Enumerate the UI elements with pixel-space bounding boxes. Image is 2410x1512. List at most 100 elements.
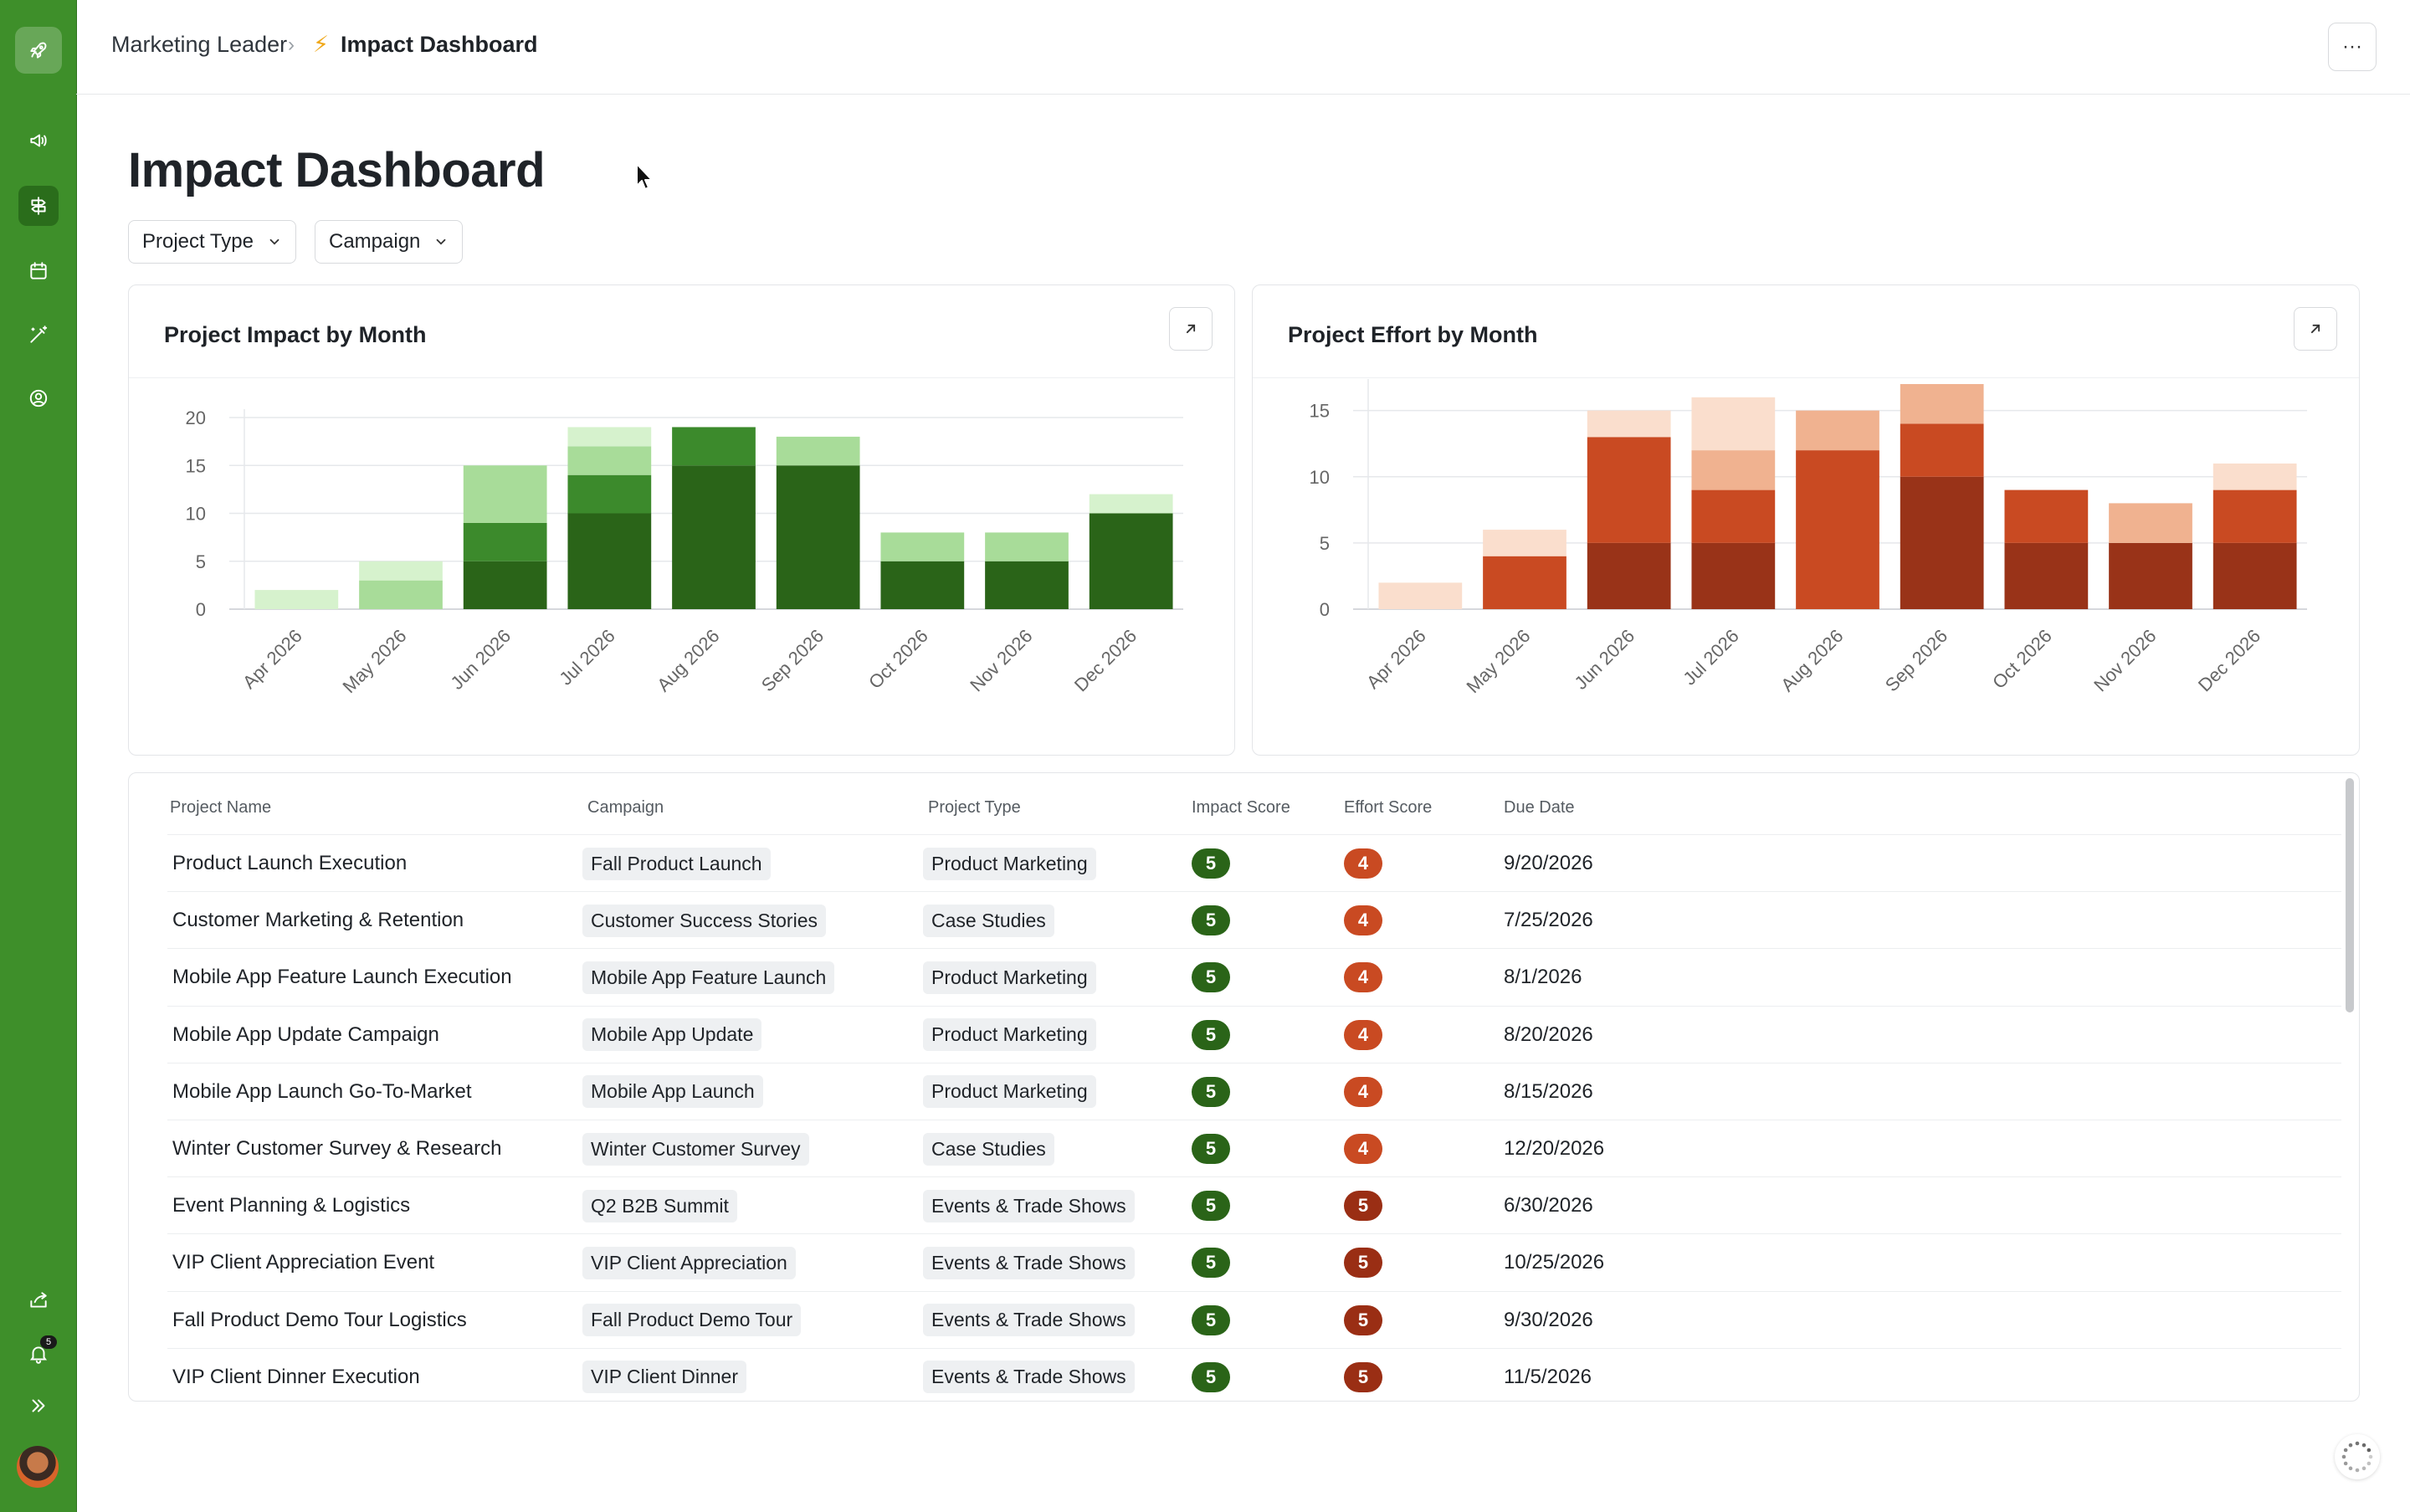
campaign-cell: Mobile App Launch bbox=[582, 1064, 763, 1120]
bar-segment[interactable] bbox=[880, 561, 965, 609]
bell-icon[interactable]: 5 bbox=[18, 1334, 59, 1374]
more-options-button[interactable]: ··· bbox=[2328, 23, 2377, 71]
breadcrumb-parent[interactable]: Marketing Leader bbox=[111, 32, 288, 57]
calendar-icon[interactable] bbox=[18, 251, 59, 291]
table-row[interactable]: Winter Customer Survey & Research Winter … bbox=[167, 1120, 2341, 1177]
table-row[interactable]: Event Planning & Logistics Q2 B2B Summit E… bbox=[167, 1176, 2341, 1234]
campaign-cell: Customer Success Stories bbox=[582, 892, 826, 949]
table-row[interactable]: Fall Product Demo Tour Logistics Fall Pro… bbox=[167, 1290, 2341, 1349]
bar-segment[interactable] bbox=[2213, 463, 2297, 490]
bar-segment[interactable] bbox=[1900, 423, 1984, 477]
effort-score-cell: 4 bbox=[1344, 835, 1382, 892]
header-impact-score[interactable]: Impact Score bbox=[1192, 798, 1290, 817]
campaign-tag: Mobile App Feature Launch bbox=[582, 961, 835, 994]
table-row[interactable]: VIP Client Dinner Execution VIP Client Di… bbox=[167, 1347, 2341, 1406]
bar-segment[interactable] bbox=[1900, 384, 1984, 424]
impact-score-badge: 5 bbox=[1192, 848, 1230, 879]
bar-segment[interactable] bbox=[985, 532, 1069, 561]
table-scrollbar[interactable] bbox=[2346, 778, 2354, 1012]
spinner-dot bbox=[2343, 1448, 2348, 1453]
bar-segment[interactable] bbox=[567, 474, 652, 514]
bar-segment[interactable] bbox=[1691, 450, 1776, 490]
bar-segment[interactable] bbox=[1691, 542, 1776, 609]
bar-segment[interactable] bbox=[463, 465, 547, 523]
table-row[interactable]: Customer Marketing & Retention Customer S… bbox=[167, 891, 2341, 949]
bar-segment[interactable] bbox=[463, 522, 547, 561]
header-effort-score[interactable]: Effort Score bbox=[1344, 798, 1433, 817]
bar-segment[interactable] bbox=[1483, 530, 1566, 556]
bar-segment[interactable] bbox=[2004, 542, 2089, 609]
bar-segment[interactable] bbox=[359, 580, 443, 609]
bar-segment[interactable] bbox=[567, 427, 652, 447]
x-tick-label: Nov 2026 bbox=[966, 625, 1036, 695]
chevron-down-icon bbox=[437, 238, 446, 245]
bar-segment[interactable] bbox=[1587, 542, 1671, 609]
header-campaign[interactable]: Campaign bbox=[587, 798, 664, 817]
bar-segment[interactable] bbox=[1587, 410, 1671, 438]
open-chart-button[interactable] bbox=[1169, 307, 1213, 351]
bar-segment[interactable] bbox=[672, 427, 756, 466]
bar-segment[interactable] bbox=[567, 446, 652, 475]
table-row[interactable]: Mobile App Launch Go-To-Market Mobile App… bbox=[167, 1062, 2341, 1120]
megaphone-icon[interactable] bbox=[18, 120, 59, 161]
effort-score-cell: 4 bbox=[1344, 1120, 1382, 1177]
header-project-name[interactable]: Project Name bbox=[170, 798, 272, 817]
bar-segment[interactable] bbox=[1483, 556, 1566, 609]
bar-segment[interactable] bbox=[2109, 503, 2192, 543]
bar-segment[interactable] bbox=[1691, 489, 1776, 543]
bar-segment[interactable] bbox=[1587, 437, 1671, 543]
bar-segment[interactable] bbox=[2109, 542, 2192, 609]
bar-segment[interactable] bbox=[2004, 489, 2089, 543]
effort-score-cell: 5 bbox=[1344, 1292, 1382, 1349]
campaign-cell: Mobile App Feature Launch bbox=[582, 949, 835, 1006]
bar-segment[interactable] bbox=[1796, 450, 1879, 609]
header-project-type[interactable]: Project Type bbox=[928, 798, 1021, 817]
project-type-cell: Case Studies bbox=[923, 892, 1054, 949]
effort-score-cell: 5 bbox=[1344, 1234, 1382, 1291]
bar-segment[interactable] bbox=[776, 465, 860, 609]
x-tick-label: Dec 2026 bbox=[2194, 625, 2264, 695]
effort-score-badge: 5 bbox=[1344, 1304, 1382, 1335]
bar-segment[interactable] bbox=[1691, 397, 1776, 451]
x-tick-label: Sep 2026 bbox=[1881, 625, 1951, 695]
open-chart-button[interactable] bbox=[2294, 307, 2337, 351]
bar-segment[interactable] bbox=[1900, 476, 1984, 609]
impact-score-cell: 5 bbox=[1192, 1120, 1230, 1177]
bar-segment[interactable] bbox=[672, 465, 756, 609]
table-row[interactable]: Mobile App Update Campaign Mobile App Upd… bbox=[167, 1005, 2341, 1064]
user-circle-icon[interactable] bbox=[18, 378, 59, 418]
filter-campaign[interactable]: Campaign bbox=[315, 220, 464, 264]
avatar[interactable] bbox=[17, 1446, 59, 1488]
bar-segment[interactable] bbox=[985, 561, 1069, 609]
bar-segment[interactable] bbox=[1089, 513, 1173, 610]
bar-segment[interactable] bbox=[776, 436, 860, 466]
table-row[interactable]: VIP Client Appreciation Event VIP Client … bbox=[167, 1233, 2341, 1291]
signpost-icon[interactable] bbox=[18, 186, 59, 226]
project-name: Event Planning & Logistics bbox=[172, 1194, 411, 1217]
filter-project-type[interactable]: Project Type bbox=[128, 220, 296, 264]
table-row[interactable]: Product Launch Execution Fall Product Lau… bbox=[167, 834, 2341, 892]
top-bar: Marketing Leader › ⚡ Impact Dashboard ··… bbox=[76, 0, 2410, 95]
bar-segment[interactable] bbox=[254, 590, 339, 609]
bar-segment[interactable] bbox=[880, 532, 965, 561]
table-row[interactable]: Mobile App Feature Launch Execution Mobil… bbox=[167, 948, 2341, 1006]
magic-wand-icon[interactable] bbox=[18, 315, 59, 355]
bar-segment[interactable] bbox=[359, 561, 443, 581]
share-icon[interactable] bbox=[18, 1280, 59, 1320]
campaign-cell: Winter Customer Survey bbox=[582, 1120, 809, 1177]
impact-score-cell: 5 bbox=[1192, 1064, 1230, 1120]
bar-segment[interactable] bbox=[567, 513, 652, 610]
header-due-date[interactable]: Due Date bbox=[1504, 798, 1575, 817]
bar-segment[interactable] bbox=[463, 561, 547, 609]
bar-segment[interactable] bbox=[1796, 410, 1879, 451]
impact-score-badge: 5 bbox=[1192, 1076, 1230, 1107]
rocket-icon[interactable] bbox=[15, 27, 62, 74]
bar-segment[interactable] bbox=[2213, 542, 2297, 609]
bar-segment[interactable] bbox=[1378, 582, 1463, 609]
loading-spinner bbox=[2335, 1434, 2380, 1479]
bar-segment[interactable] bbox=[2213, 489, 2297, 543]
bar-segment[interactable] bbox=[1089, 494, 1173, 514]
divider bbox=[129, 377, 1234, 378]
expand-icon[interactable] bbox=[18, 1386, 59, 1426]
project-type-tag: Events & Trade Shows bbox=[923, 1246, 1135, 1279]
